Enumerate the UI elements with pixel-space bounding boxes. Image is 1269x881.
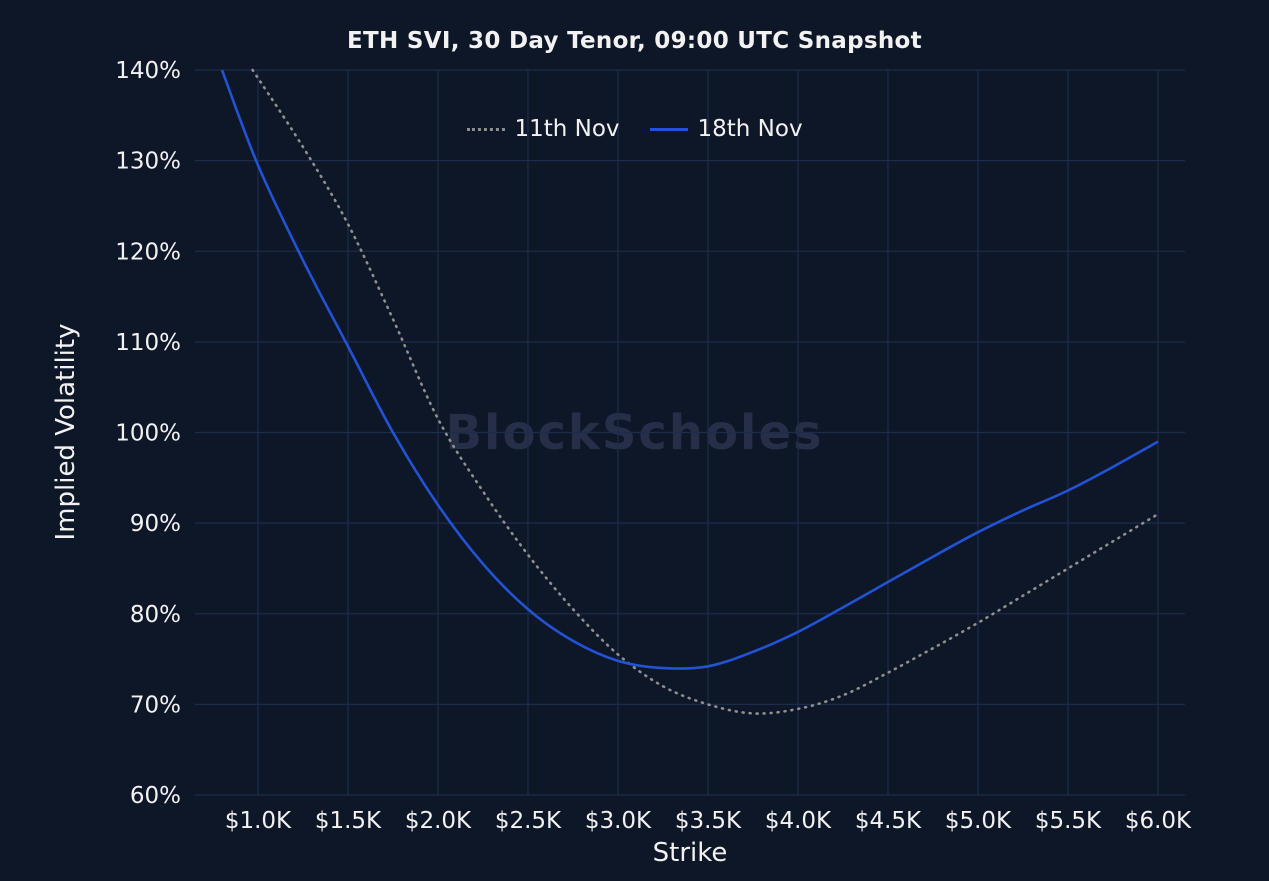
series-line-18th-nov (220, 69, 1159, 670)
y-tick-label: 70% (130, 692, 181, 718)
y-tick-label: 90% (130, 511, 181, 537)
legend: 11th Nov 18th Nov (466, 116, 803, 142)
x-tick-label: $4.5K (855, 808, 922, 834)
x-tick-label: $3.0K (585, 808, 652, 834)
x-tick-label: $4.0K (765, 808, 832, 834)
x-tick-label: $2.0K (405, 808, 472, 834)
y-tick-label: 80% (130, 602, 181, 628)
series-line-11th-nov (251, 68, 1160, 715)
y-tick-label: 130% (115, 149, 181, 175)
x-tick-label: $1.5K (315, 808, 382, 834)
y-tick-label: 110% (115, 330, 181, 356)
legend-line-sample (466, 127, 505, 131)
y-axis-label: Implied Volatility (51, 323, 81, 541)
x-tick-label: $3.5K (675, 808, 742, 834)
x-tick-label: $5.0K (945, 808, 1012, 834)
x-tick-label: $2.5K (495, 808, 562, 834)
chart-title: ETH SVI, 30 Day Tenor, 09:00 UTC Snapsho… (347, 28, 922, 54)
x-axis-label: Strike (652, 838, 728, 868)
legend-label: 11th Nov (514, 116, 620, 142)
legend-line-sample (649, 127, 688, 131)
y-tick-label: 100% (115, 421, 181, 447)
legend-item: 11th Nov (466, 116, 620, 142)
y-tick-label: 140% (115, 58, 181, 84)
y-tick-label: 120% (115, 239, 181, 265)
x-tick-label: $5.5K (1035, 808, 1102, 834)
x-tick-label: $1.0K (225, 808, 292, 834)
y-tick-label: 60% (130, 783, 181, 809)
legend-item: 18th Nov (649, 116, 803, 142)
legend-label: 18th Nov (697, 116, 803, 142)
x-tick-label: $6.0K (1125, 808, 1192, 834)
